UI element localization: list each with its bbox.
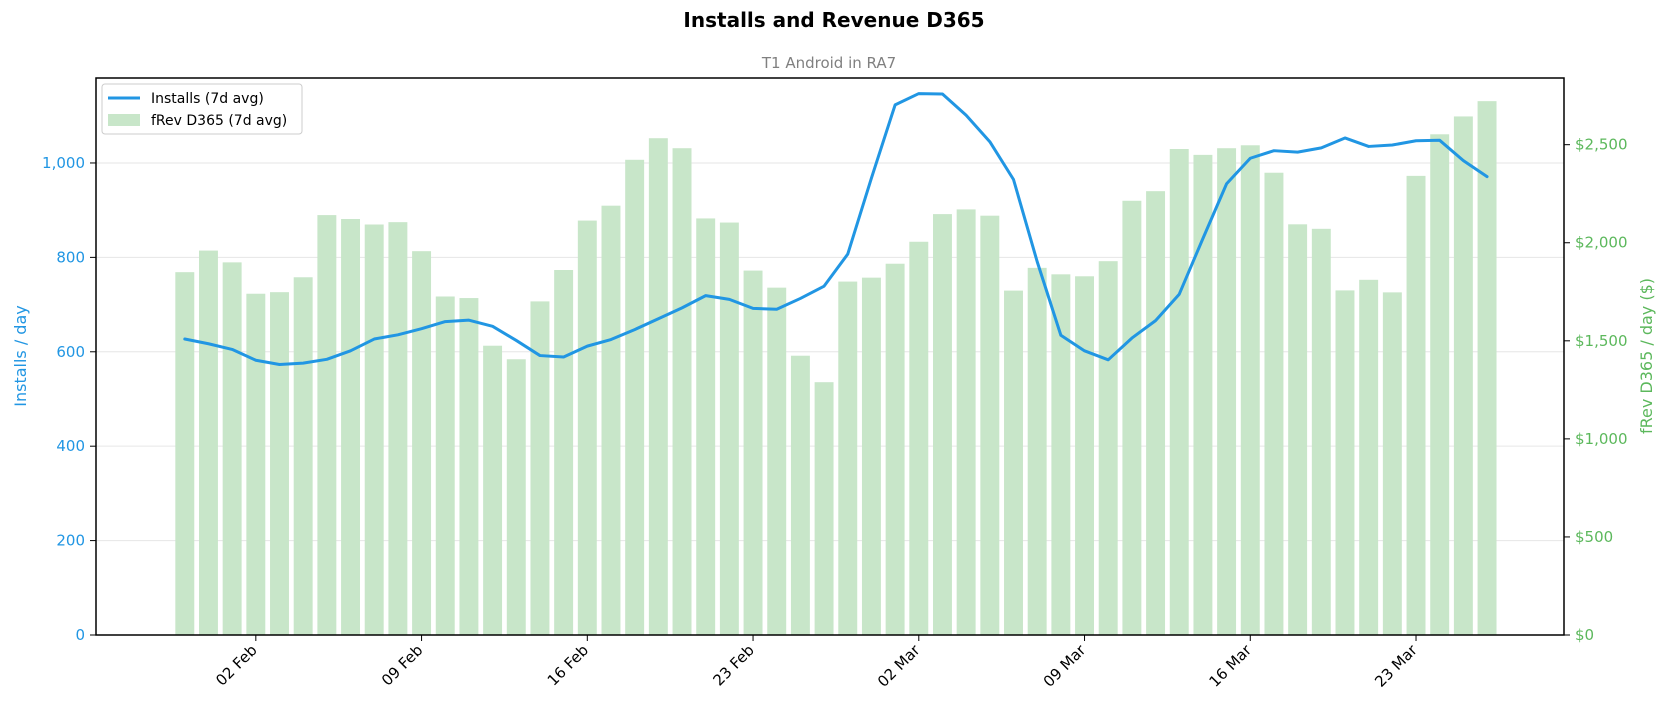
revenue-bar [506, 359, 526, 635]
revenue-bar [932, 214, 952, 635]
y-axis-label-right: fRev D365 / day ($) [1637, 278, 1656, 434]
revenue-bar [293, 277, 313, 635]
revenue-bar [1193, 154, 1213, 635]
revenue-bar [1453, 116, 1473, 635]
revenue-bar [1382, 292, 1402, 635]
revenue-bar [1098, 261, 1118, 635]
right-tick-label: $1,000 [1575, 430, 1628, 448]
installs-line [183, 92, 1489, 367]
revenue-bar [648, 138, 668, 635]
revenue-bar [412, 251, 432, 635]
revenue-bar [861, 277, 881, 635]
left-tick-label: 1,000 [42, 154, 85, 172]
left-tick-label: 800 [56, 248, 85, 266]
x-axis: 02 Feb 09 Feb 16 Feb 23 Feb 02 Mar 09 Mar 16 M… [212, 635, 1421, 691]
revenue-bar [1240, 145, 1260, 635]
revenue-bar [1146, 191, 1166, 635]
revenue-bar [1051, 274, 1071, 635]
right-tick-label: $500 [1575, 528, 1613, 546]
revenue-bar [672, 148, 692, 635]
revenue-bar [577, 220, 597, 635]
chart-subtitle: T1 Android in RA7 [761, 54, 896, 72]
revenue-bar [719, 222, 739, 636]
revenue-bar [1217, 148, 1237, 635]
revenue-bar [1335, 290, 1355, 635]
revenue-bar [459, 298, 479, 635]
revenue-bar [814, 382, 834, 635]
revenue-bar [1075, 276, 1095, 635]
revenue-bar [246, 293, 266, 635]
revenue-bar [530, 301, 550, 635]
left-axis: 0 200 400 600 800 1,000 [42, 154, 96, 644]
left-tick-label: 0 [75, 626, 85, 644]
revenue-bar [222, 262, 242, 635]
legend-label-installs: Installs (7d avg) [151, 91, 264, 107]
x-tick-label: 23 Feb [709, 641, 757, 689]
plot-frame [95, 77, 1565, 636]
revenue-bar [435, 296, 455, 635]
legend-box [101, 83, 303, 135]
revenue-bar [1359, 279, 1379, 635]
revenue-bar [341, 219, 361, 635]
revenue-bar [1169, 148, 1189, 635]
revenue-bar [1122, 200, 1142, 636]
revenue-bar [838, 281, 858, 635]
revenue-bar [317, 215, 337, 636]
revenue-bar [270, 292, 289, 635]
chart-title: Installs and Revenue D365 [683, 8, 984, 32]
right-tick-label: $2,500 [1575, 136, 1628, 154]
revenue-bar [1477, 101, 1497, 636]
revenue-bar [885, 263, 905, 635]
x-tick-label: 02 Feb [212, 641, 260, 689]
revenue-bar [388, 222, 408, 635]
revenue-bar [767, 287, 787, 635]
revenue-bar [696, 218, 716, 635]
x-tick-label: 16 Feb [544, 641, 592, 689]
right-tick-label: $2,000 [1575, 234, 1628, 252]
revenue-bar [364, 224, 384, 635]
revenue-bar [909, 241, 929, 635]
revenue-bar [743, 270, 763, 635]
left-tick-label: 400 [56, 437, 85, 455]
right-axis: $0 $500 $1,000 $1,500 $2,000 $2,500 [1564, 136, 1628, 644]
bars-layer [175, 101, 1497, 636]
right-tick-label: $0 [1575, 626, 1594, 644]
x-tick-label: 09 Mar [1040, 641, 1090, 691]
revenue-bar [1288, 224, 1308, 636]
left-tick-label: 600 [56, 343, 85, 361]
revenue-bar [175, 272, 195, 635]
revenue-bar [1027, 267, 1047, 635]
revenue-bar [1004, 290, 1023, 635]
x-tick-label: 16 Mar [1205, 641, 1255, 691]
revenue-bar [1264, 172, 1284, 635]
revenue-bar [956, 209, 976, 636]
x-tick-label: 23 Mar [1371, 641, 1421, 691]
revenue-bar [483, 345, 503, 635]
right-tick-label: $1,500 [1575, 332, 1628, 350]
revenue-bar [1430, 134, 1450, 635]
revenue-bar [601, 205, 621, 635]
revenue-bar [198, 250, 218, 635]
revenue-bar [625, 159, 645, 636]
revenue-bar [1311, 228, 1331, 635]
x-tick-label: 09 Feb [378, 641, 426, 689]
left-tick-label: 200 [56, 532, 85, 550]
legend-bar-swatch [108, 114, 140, 126]
y-axis-label-left: Installs / day [11, 305, 30, 407]
revenue-bar [790, 355, 810, 635]
x-tick-label: 02 Mar [874, 641, 924, 691]
legend: Installs (7d avg) fRev D365 (7d avg) [101, 83, 303, 135]
revenue-bar [980, 215, 1000, 636]
revenue-bar [554, 270, 574, 635]
revenue-bar [1406, 175, 1426, 635]
legend-label-revenue: fRev D365 (7d avg) [151, 113, 287, 129]
